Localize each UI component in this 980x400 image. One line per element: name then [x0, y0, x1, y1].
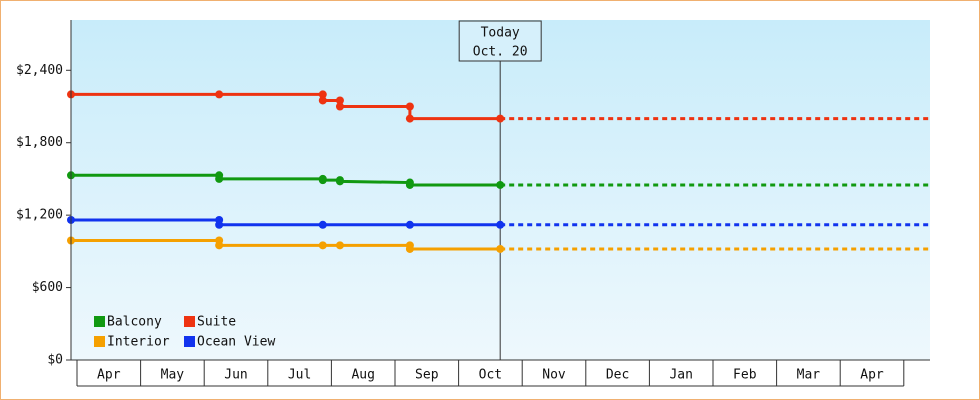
- x-tick-label: Jun: [224, 368, 247, 383]
- data-point: [215, 220, 224, 229]
- data-point: [335, 177, 344, 186]
- data-point: [335, 102, 344, 111]
- data-point: [215, 174, 224, 183]
- data-point: [215, 241, 224, 250]
- x-tick-label: Aug: [351, 368, 374, 383]
- legend-swatch: [94, 316, 105, 327]
- y-tick-label: $1,200: [16, 208, 63, 223]
- x-tick-label: Apr: [97, 368, 121, 383]
- data-point: [335, 96, 344, 105]
- x-tick-label: Feb: [733, 368, 757, 383]
- y-tick-label: $600: [32, 280, 63, 295]
- data-point: [405, 244, 414, 253]
- data-point: [496, 114, 505, 123]
- x-tick-label: Mar: [797, 368, 821, 383]
- today-label: Today: [481, 26, 520, 41]
- data-point: [405, 180, 414, 189]
- legend-label: Ocean View: [197, 335, 275, 350]
- x-tick-label: Jul: [288, 368, 311, 383]
- data-point: [318, 90, 327, 99]
- data-point: [215, 90, 224, 99]
- data-point: [496, 220, 505, 229]
- today-box: [458, 20, 542, 62]
- data-point: [318, 220, 327, 229]
- data-point: [405, 220, 414, 229]
- x-tick-label: Apr: [860, 368, 884, 383]
- legend-label: Balcony: [107, 315, 162, 330]
- series-line: [71, 218, 501, 227]
- legend-label: Suite: [197, 315, 236, 330]
- today-label: Oct. 20: [473, 45, 528, 60]
- data-point: [318, 176, 327, 185]
- data-point: [405, 114, 414, 123]
- data-point: [496, 180, 505, 189]
- legend-swatch: [184, 336, 195, 347]
- data-point: [318, 96, 327, 105]
- y-tick-label: $0: [47, 353, 63, 368]
- data-point: [318, 241, 327, 250]
- y-tick-label: $2,400: [16, 63, 63, 78]
- x-tick-label: Jan: [669, 368, 692, 383]
- data-point: [335, 241, 344, 250]
- x-tick-label: Nov: [542, 368, 566, 383]
- data-point: [496, 244, 505, 253]
- x-tick-label: May: [161, 368, 185, 383]
- y-tick-label: $1,800: [16, 135, 63, 150]
- data-point: [405, 102, 414, 111]
- x-tick-label: Dec: [606, 368, 629, 383]
- x-tick-label: Oct: [479, 368, 502, 383]
- x-tick-label: Sep: [415, 368, 439, 383]
- legend-swatch: [94, 336, 105, 347]
- legend-label: Interior: [107, 335, 170, 350]
- legend-swatch: [184, 316, 195, 327]
